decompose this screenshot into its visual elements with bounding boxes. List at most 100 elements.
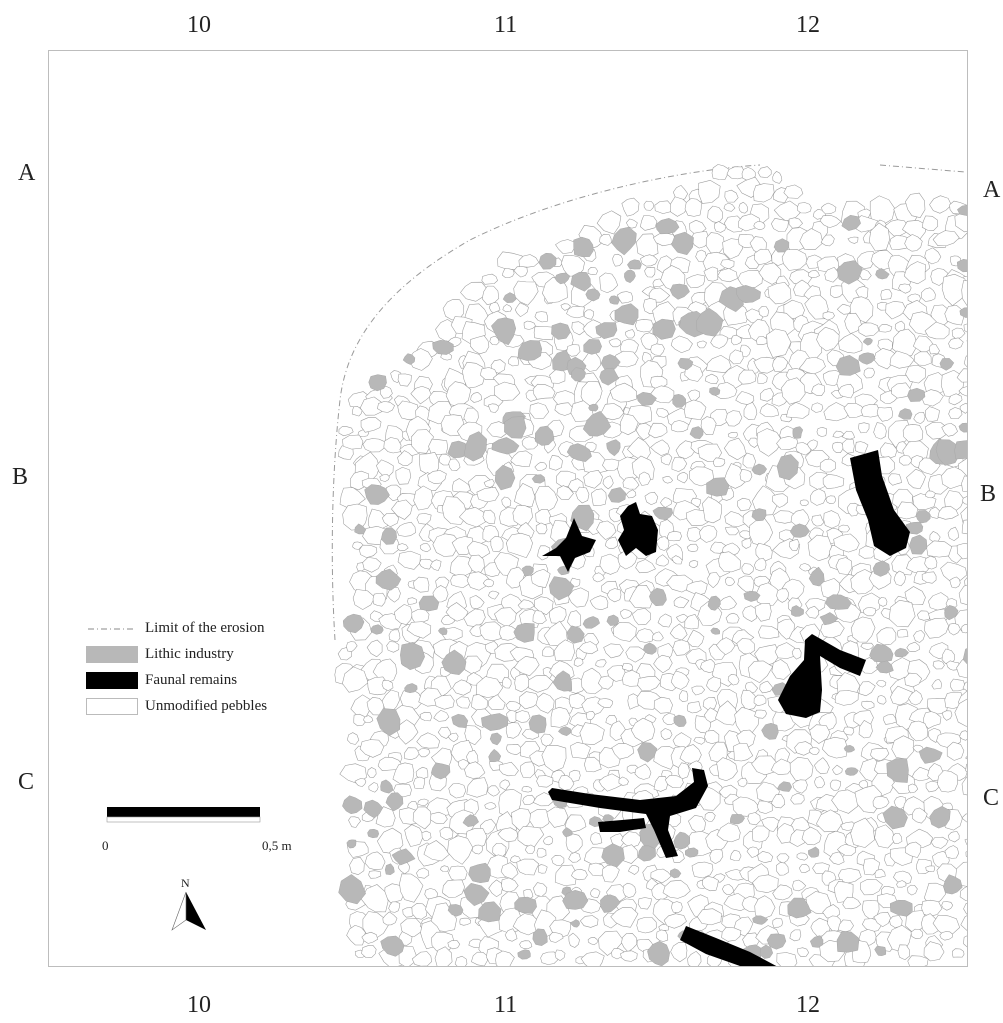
pebble xyxy=(863,367,875,379)
pebble xyxy=(599,553,621,575)
pebble xyxy=(697,443,723,462)
lithic-item xyxy=(649,587,667,607)
pebble xyxy=(702,876,719,892)
pebble xyxy=(805,891,832,915)
pebble xyxy=(529,402,550,419)
lithic-item xyxy=(787,897,812,919)
pebble xyxy=(751,485,778,516)
legend-label-faunal: Faunal remains xyxy=(145,672,238,688)
pebble xyxy=(625,329,635,339)
pebble xyxy=(924,321,950,340)
pebble xyxy=(732,796,761,817)
pebble xyxy=(699,525,718,543)
column-label-top-10: 10 xyxy=(187,12,211,38)
pebble xyxy=(644,267,656,278)
pebble xyxy=(756,336,768,345)
pebble xyxy=(362,438,386,453)
lithic-item xyxy=(570,271,591,292)
pebble xyxy=(860,879,883,896)
pebble xyxy=(679,744,702,764)
pebble xyxy=(821,736,848,759)
faunal-bone-c11-long xyxy=(548,768,708,858)
pebble xyxy=(961,519,967,535)
pebble xyxy=(703,266,719,282)
pebble xyxy=(907,884,918,896)
pebble xyxy=(947,623,961,636)
pebble xyxy=(718,551,741,573)
pebble xyxy=(770,794,786,809)
pebble xyxy=(717,268,738,283)
pebble xyxy=(650,343,665,356)
pebble xyxy=(937,770,959,793)
pebble xyxy=(648,287,671,303)
lithic-item xyxy=(367,828,380,839)
lithic-item xyxy=(907,387,926,402)
pebble xyxy=(667,530,682,542)
lithic-item xyxy=(670,868,682,879)
lithic-item xyxy=(375,568,402,591)
pebble xyxy=(931,678,942,690)
lithic-item xyxy=(582,410,612,437)
lithic-item xyxy=(954,440,967,460)
lithic-item xyxy=(338,874,366,905)
pebble xyxy=(715,637,736,656)
pebble xyxy=(423,840,450,862)
pebble xyxy=(419,711,433,722)
pebble xyxy=(406,621,432,639)
lithic-item xyxy=(636,391,657,407)
pebble xyxy=(932,914,961,936)
column-label-top-11: 11 xyxy=(494,12,518,38)
lithic-item xyxy=(696,307,724,337)
pebble xyxy=(952,948,965,958)
pebble xyxy=(536,847,547,858)
lithic-item xyxy=(752,915,769,925)
pebble xyxy=(959,886,967,901)
pebble xyxy=(706,676,721,693)
pebble xyxy=(592,572,605,583)
lithic-item xyxy=(548,576,575,601)
pebble xyxy=(807,534,833,562)
pebble xyxy=(947,526,959,542)
pebble xyxy=(907,720,929,742)
pebble xyxy=(906,468,926,489)
pebble xyxy=(824,266,839,283)
pebble xyxy=(513,656,540,677)
pebble xyxy=(776,853,790,864)
pebble xyxy=(537,864,548,874)
pebble xyxy=(502,304,513,313)
row-label-left-b: B xyxy=(12,464,29,490)
faunal-bone-bc12 xyxy=(778,634,866,718)
pebble xyxy=(797,202,812,214)
pebble xyxy=(470,335,490,355)
lithic-item xyxy=(707,595,721,611)
pebble xyxy=(388,629,401,642)
lithic-item xyxy=(532,928,548,946)
pebble xyxy=(894,320,906,333)
north-arrow-black-half xyxy=(186,892,206,930)
pebble xyxy=(597,698,614,708)
pebble xyxy=(944,691,964,709)
pebble xyxy=(959,402,967,414)
pebble xyxy=(907,955,929,966)
pebble xyxy=(608,338,621,348)
pebble xyxy=(533,325,555,341)
lithic-item xyxy=(601,843,625,868)
pebble xyxy=(379,474,390,482)
pebble xyxy=(876,407,893,422)
pebble xyxy=(567,587,589,608)
pebble xyxy=(575,486,590,504)
pebble xyxy=(489,335,500,346)
pebble xyxy=(487,785,500,797)
pebble xyxy=(963,323,967,333)
pebble xyxy=(434,694,455,710)
pebble xyxy=(501,877,519,893)
pebble xyxy=(616,291,633,304)
pebble xyxy=(842,438,855,454)
pebble xyxy=(899,455,913,466)
pebble xyxy=(464,725,482,746)
pebble xyxy=(460,281,488,302)
lithic-industry-items xyxy=(338,204,967,966)
faunal-bone-b11-a xyxy=(542,518,596,572)
lithic-item xyxy=(607,487,627,503)
